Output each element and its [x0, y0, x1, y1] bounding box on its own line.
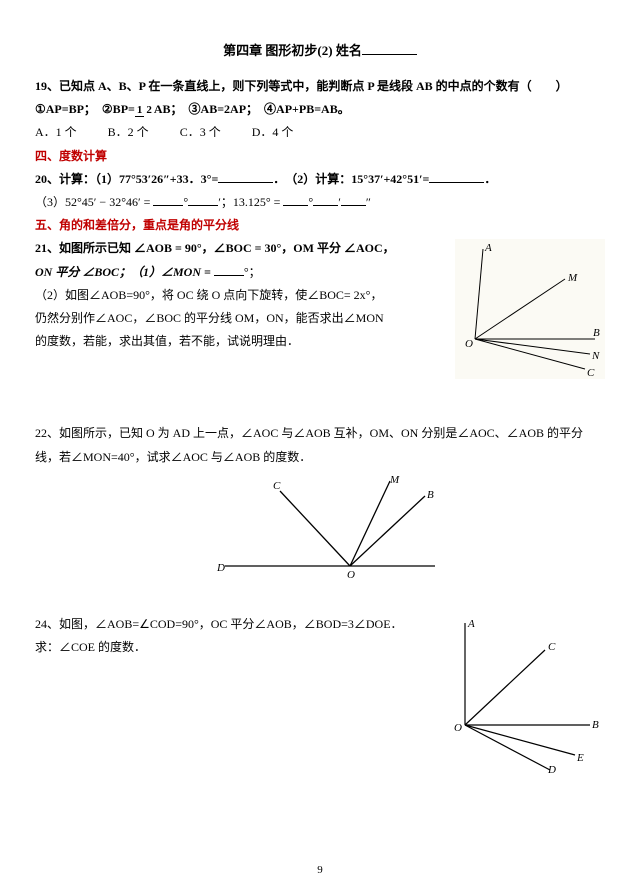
svg-text:E: E — [576, 752, 584, 764]
q20-l2a: （3）52°45′ − 32°46′ = — [35, 195, 153, 209]
svg-text:C: C — [273, 480, 281, 492]
q19-conditions: ①AP=BP； ②BP=12AB； ③AB=2AP； ④AP+PB=AB。 — [35, 100, 605, 119]
opt-b: B．2 个 — [108, 123, 149, 142]
q21-l4: 仍然分别作∠AOC，∠BOC 的平分线 OM，ON，能否求出∠MON — [35, 309, 447, 328]
q21-figure: A M B N C O — [455, 239, 605, 379]
blank — [153, 195, 183, 206]
svg-text:O: O — [465, 338, 473, 350]
svg-text:A: A — [467, 618, 475, 630]
svg-text:M: M — [389, 474, 400, 486]
blank — [218, 172, 273, 183]
q24-figure: A C B E D O — [440, 615, 605, 775]
q24-text: 24、如图，∠AOB=∠COD=90°，OC 平分∠AOB，∠BOD=3∠DOE… — [35, 615, 435, 661]
svg-text:A: A — [484, 242, 492, 254]
q20-line1: 20、计算：（1）77°53′26″+33．3°= ． （2）计算：15°37′+… — [35, 170, 605, 189]
angle-diagram-icon: C M B D O — [195, 471, 445, 581]
q21-l2b: °； — [244, 265, 261, 279]
q24-l1: 24、如图，∠AOB=∠COD=90°，OC 平分∠AOB，∠BOD=3∠DOE… — [35, 615, 435, 634]
svg-text:D: D — [216, 562, 225, 574]
section-4-heading: 四、度数计算 — [35, 147, 605, 166]
q21-l2a: ON 平分 ∠BOC； （1）∠MON = — [35, 265, 214, 279]
q22-l2: 线，若∠MON=40°，试求∠AOC 与∠AOB 的度数． — [35, 448, 605, 467]
svg-text:B: B — [427, 489, 434, 501]
q22-l1: 22、如图所示，已知 O 为 AD 上一点，∠AOC 与∠AOB 互补，OM、O… — [35, 424, 605, 443]
svg-text:O: O — [347, 569, 355, 581]
angle-diagram-icon: A M B N C O — [455, 239, 605, 379]
opt-c: C．3 个 — [180, 123, 221, 142]
q20-line2: （3）52°45′ − 32°46′ = °′；13.125° = °′″ — [35, 193, 605, 212]
opt-d: D．4 个 — [252, 123, 294, 142]
blank — [283, 195, 308, 206]
opt-a: A．1 个 — [35, 123, 77, 142]
q20-l2c: ′；13.125° = — [218, 195, 283, 209]
q19-cond-b: AB； ③AB=2AP； ④AP+PB=AB。 — [154, 102, 350, 116]
angle-diagram-icon: A C B E D O — [440, 615, 605, 775]
q19-stem: 19、已知点 A、B、P 在一条直线上，则下列等式中，能判断点 P 是线段 AB… — [35, 77, 605, 96]
page-number: 9 — [0, 864, 640, 876]
q21-l2: ON 平分 ∠BOC； （1）∠MON = °； — [35, 263, 447, 282]
q22-figure: C M B D O — [35, 471, 605, 585]
name-blank — [362, 43, 417, 55]
q20-l1b: ． （2）计算：15°37′+42°51′= — [273, 172, 429, 186]
title-text: 第四章 图形初步(2) 姓名 — [223, 43, 362, 58]
svg-text:D: D — [547, 764, 556, 775]
frac-num: 1 — [135, 104, 145, 117]
q21-l1: 21、如图所示已知 ∠AOB = 90°，∠BOC = 30°，OM 平分 ∠A… — [35, 239, 447, 258]
q21-l1t: 21、如图所示已知 ∠AOB = 90°，∠BOC = 30°，OM 平分 ∠A… — [35, 241, 395, 255]
blank — [188, 195, 218, 206]
q21-l5: 的度数，若能，求出其值，若不能，试说明理由． — [35, 332, 447, 351]
q21-text: 21、如图所示已知 ∠AOB = 90°，∠BOC = 30°，OM 平分 ∠A… — [35, 239, 447, 355]
q20-l2f: ″ — [366, 195, 371, 209]
fraction-half: 12 — [135, 105, 154, 116]
svg-text:N: N — [591, 350, 600, 362]
svg-text:B: B — [593, 327, 600, 339]
svg-text:C: C — [587, 367, 595, 379]
q19-cond-a: ①AP=BP； ②BP= — [35, 102, 135, 116]
q20-l1c: ． — [484, 172, 496, 186]
frac-den: 2 — [144, 104, 154, 116]
blank — [313, 195, 338, 206]
svg-text:O: O — [454, 722, 462, 734]
section-5-heading: 五、角的和差倍分，重点是角的平分线 — [35, 216, 605, 235]
page-title: 第四章 图形初步(2) 姓名 — [35, 40, 605, 59]
blank — [429, 172, 484, 183]
q24-l2: 求：∠COE 的度数． — [35, 638, 435, 657]
svg-text:M: M — [567, 272, 578, 284]
q24-row: 24、如图，∠AOB=∠COD=90°，OC 平分∠AOB，∠BOD=3∠DOE… — [35, 615, 605, 775]
svg-text:C: C — [548, 641, 556, 653]
q21-row: 21、如图所示已知 ∠AOB = 90°，∠BOC = 30°，OM 平分 ∠A… — [35, 239, 605, 379]
blank — [341, 195, 366, 206]
blank — [214, 265, 244, 276]
q19-options: A．1 个 B．2 个 C．3 个 D．4 个 — [35, 123, 605, 142]
q21-l3: （2）如图∠AOB=90°，将 OC 绕 O 点向下旋转，使∠BOC= 2x°， — [35, 286, 447, 305]
q20-l1a: 20、计算：（1）77°53′26″+33．3°= — [35, 172, 218, 186]
svg-text:B: B — [592, 719, 599, 731]
